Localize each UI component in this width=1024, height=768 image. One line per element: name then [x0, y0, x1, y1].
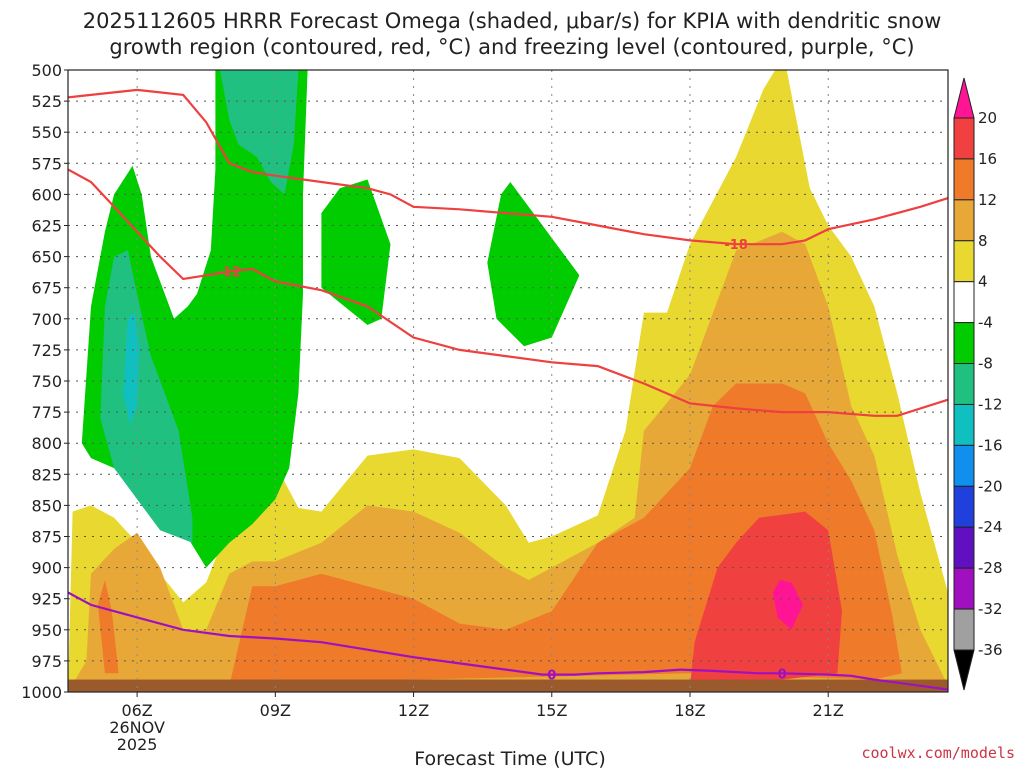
- omega-region-teal-top: [220, 70, 299, 195]
- colorbar-segment: [953, 567, 975, 610]
- colorbar-tick-label: -12: [978, 395, 1003, 413]
- source-credit: coolwx.com/models: [861, 744, 1015, 762]
- dgz-contour-line: [68, 88, 948, 246]
- colorbar-segment: [953, 240, 975, 283]
- y-tick-label: 600: [31, 185, 62, 204]
- omega-region-teal-left: [100, 250, 193, 543]
- colorbar-tick-label: -16: [978, 436, 1003, 454]
- colorbar-segment: [953, 526, 975, 569]
- colorbar-bottom-arrow: [953, 649, 975, 691]
- colorbar-tick-label: 4: [978, 273, 988, 291]
- y-tick-label: 875: [31, 528, 62, 547]
- colorbar-tick-label: -4: [978, 314, 993, 332]
- x-tick-label: 15Z: [536, 701, 567, 720]
- colorbar-segment: [953, 444, 975, 487]
- plot-area: -12 -18 0 0: [67, 69, 949, 693]
- freezing-level-line: [68, 591, 948, 691]
- colorbar-segment: [953, 117, 975, 160]
- colorbar-segment: [953, 485, 975, 528]
- y-tick-label: 750: [31, 372, 62, 391]
- omega-shading: [68, 70, 948, 692]
- dgz-contours: -12 -18 0 0: [68, 88, 948, 691]
- y-axis: 500 525 550 575 600 625 650 675 700 725 750 775 800 8…: [21, 61, 68, 702]
- y-tick-label: 925: [31, 590, 62, 609]
- date-label-day: 26NOV: [109, 718, 165, 737]
- y-tick-label: 775: [31, 403, 62, 422]
- colorbar-segment: [953, 281, 975, 324]
- colorbar-segment: [953, 363, 975, 405]
- x-tick-label: 12Z: [398, 701, 429, 720]
- dgz-contour-label: -18: [724, 238, 748, 253]
- y-tick-label: 550: [31, 123, 62, 142]
- freezing-level-label: 0: [547, 669, 556, 684]
- omega-region-red: [690, 511, 842, 686]
- omega-region-green-right: [487, 182, 580, 347]
- y-tick-label: 975: [31, 652, 62, 671]
- x-axis-label: Forecast Time (UTC): [414, 748, 605, 768]
- omega-region-green-mid: [321, 179, 391, 325]
- ground-surface-band: [68, 679, 948, 692]
- omega-region-orange-dark: [97, 580, 119, 674]
- omega-region-cyan-left: [123, 312, 140, 425]
- y-tick-label: 675: [31, 279, 62, 298]
- colorbar-segment: [953, 608, 975, 651]
- colorbar-tick-label: -32: [978, 600, 1003, 618]
- y-tick-label: 725: [31, 341, 62, 360]
- colorbar-tick-label: -20: [978, 477, 1003, 495]
- y-tick-label: 900: [31, 559, 62, 578]
- omega-region-pink: [772, 580, 803, 630]
- colorbar-segment: [953, 158, 975, 201]
- y-tick-label: 525: [31, 92, 62, 111]
- y-tick-label: 825: [31, 465, 62, 484]
- colorbar-tick-label: -28: [978, 559, 1003, 577]
- colorbar-tick-label: 12: [978, 191, 997, 209]
- x-tick-label: 09Z: [260, 701, 291, 720]
- dgz-contour-line: [68, 168, 948, 417]
- colorbar-segment: [953, 199, 975, 242]
- y-tick-label: 1000: [21, 683, 62, 702]
- colorbar-segment: [953, 322, 975, 365]
- dgz-contour-label: -12: [218, 266, 242, 281]
- y-tick-label: 700: [31, 310, 62, 329]
- chart-title-line2: growth region (contoured, red, °C) and f…: [109, 35, 914, 59]
- date-label-year: 2025: [117, 735, 158, 754]
- y-tick-label: 500: [31, 61, 62, 80]
- x-tick-label: 18Z: [674, 701, 705, 720]
- y-tick-label: 800: [31, 434, 62, 453]
- x-tick-label: 06Z: [121, 701, 152, 720]
- y-tick-label: 575: [31, 154, 62, 173]
- y-tick-label: 950: [31, 621, 62, 640]
- y-tick-label: 850: [31, 496, 62, 515]
- colorbar-top-arrow: [953, 77, 975, 119]
- colorbar-tick-label: 20: [978, 109, 997, 127]
- colorbar-tick-label: 8: [978, 232, 988, 250]
- colorbar-tick-label: -36: [978, 641, 1003, 659]
- colorbar-tick-label: -8: [978, 355, 993, 373]
- y-tick-label: 650: [31, 248, 62, 267]
- y-tick-label: 625: [31, 217, 62, 236]
- x-tick-label: 21Z: [813, 701, 844, 720]
- freezing-level-label: 0: [778, 667, 787, 682]
- colorbar-tick-label: 16: [978, 150, 997, 168]
- chart-title-line1: 2025112605 HRRR Forecast Omega (shaded, …: [83, 9, 942, 33]
- colorbar-segment: [953, 403, 975, 446]
- colorbar-tick-label: -24: [978, 518, 1003, 536]
- colorbar-legend: 20 16 12 8 4 -4 -8 -12 -16 -20 -24 -28 -32 -36: [953, 77, 1003, 691]
